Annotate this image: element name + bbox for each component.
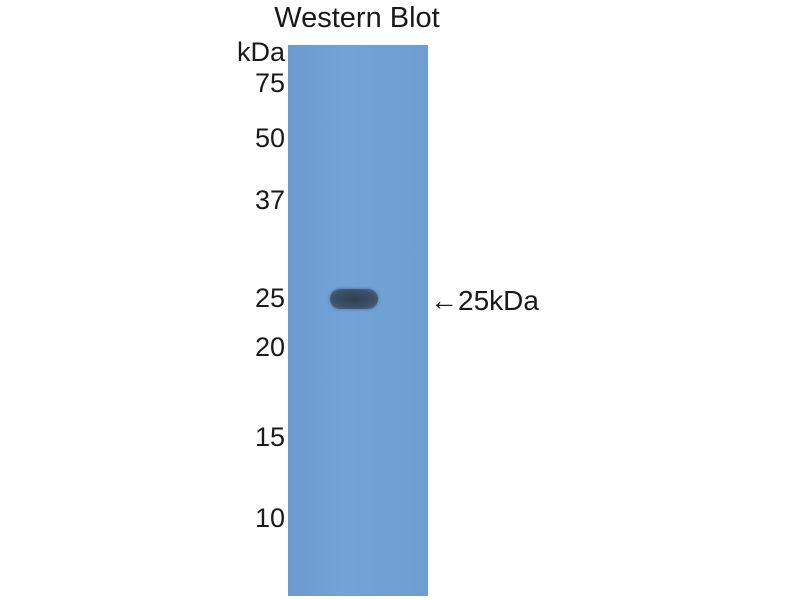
- marker-75: 75: [254, 68, 285, 98]
- band-size-label: 25kDa: [458, 285, 539, 316]
- marker-10: 10: [254, 503, 285, 533]
- marker-20: 20: [254, 332, 285, 362]
- figure-title: Western Blot: [274, 2, 440, 34]
- protein-band: [330, 289, 378, 309]
- marker-25: 25: [254, 283, 285, 313]
- blot-lane: [288, 45, 428, 596]
- arrow-left-icon: ←: [430, 285, 458, 316]
- marker-50: 50: [254, 123, 285, 153]
- unit-label: kDa: [236, 37, 285, 67]
- marker-37: 37: [254, 185, 285, 215]
- marker-15: 15: [254, 422, 285, 452]
- band-annotation: ←25kDa: [430, 284, 539, 318]
